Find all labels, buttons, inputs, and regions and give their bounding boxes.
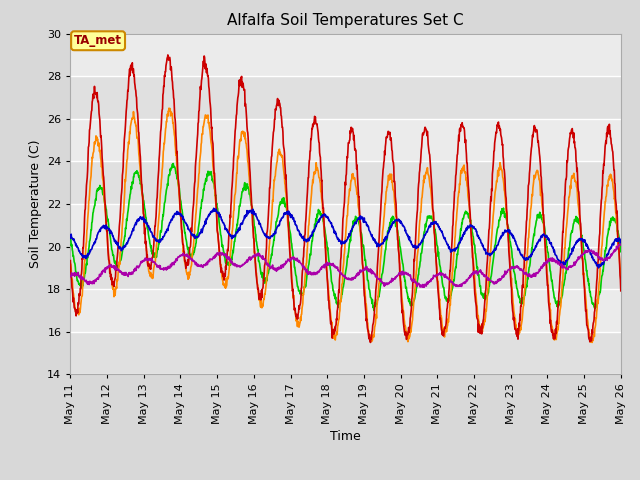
Bar xyxy=(70,332,621,374)
Bar xyxy=(70,204,621,247)
Bar xyxy=(70,247,621,289)
Title: Alfalfa Soil Temperatures Set C: Alfalfa Soil Temperatures Set C xyxy=(227,13,464,28)
Bar xyxy=(70,161,621,204)
Bar xyxy=(70,76,621,119)
X-axis label: Time: Time xyxy=(330,430,361,443)
Bar xyxy=(70,289,621,332)
Bar xyxy=(70,119,621,161)
Y-axis label: Soil Temperature (C): Soil Temperature (C) xyxy=(29,140,42,268)
Text: TA_met: TA_met xyxy=(74,34,122,47)
Bar xyxy=(70,34,621,76)
